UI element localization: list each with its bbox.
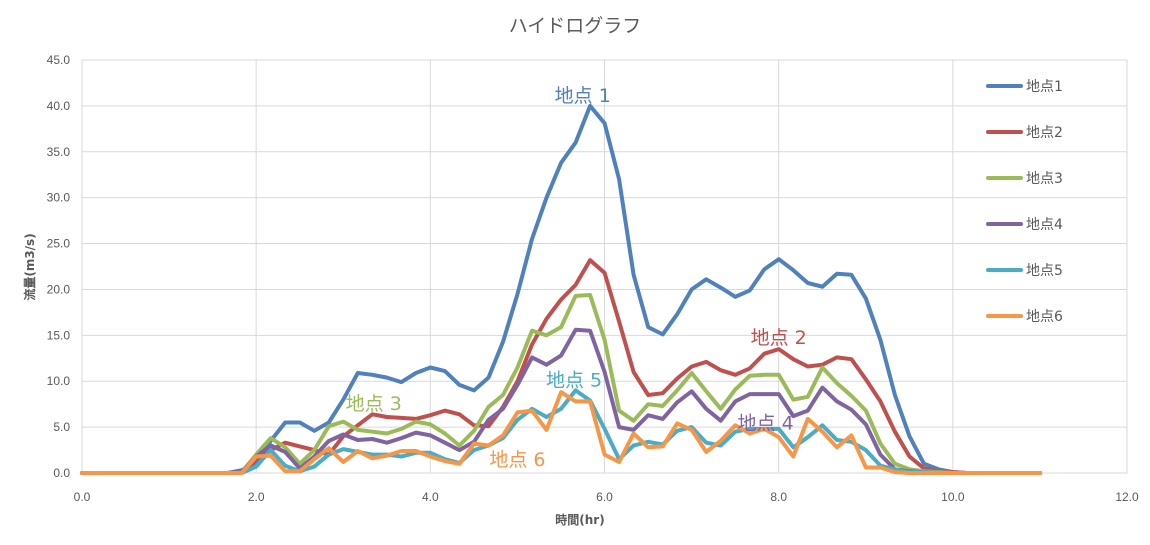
- grid-lines: [81, 59, 1128, 474]
- y-axis-ticks: 0.0 5.0 10.0 15.0 20.0 25.0 30.0 35.0 40.0 45.0: [47, 53, 71, 480]
- legend-label: 地点6: [1026, 309, 1063, 325]
- annotation-label: 地点 1: [555, 85, 611, 107]
- y-axis-label: 流量(m3/s): [22, 233, 37, 300]
- x-tick-label: 8.0: [770, 490, 787, 504]
- annotation-label: 地点 2: [751, 327, 807, 349]
- legend-label: 地点3: [1026, 171, 1063, 187]
- legend-label: 地点4: [1026, 217, 1063, 233]
- y-tick-label: 30.0: [47, 191, 71, 205]
- annotation-label: 地点 6: [489, 449, 545, 471]
- x-tick-label: 12.0: [1115, 490, 1139, 504]
- annotation-label: 地点 3: [346, 393, 402, 415]
- x-tick-label: 4.0: [422, 490, 439, 504]
- y-tick-label: 35.0: [47, 145, 71, 159]
- annotation-label: 地点 5: [546, 369, 602, 391]
- x-axis-label: 時間(hr): [555, 512, 604, 527]
- y-tick-label: 25.0: [47, 237, 71, 251]
- series-annotations: 地点 1 地点 2 地点 3 地点 4 地点 5 地点 6: [346, 85, 807, 471]
- annotation-label: 地点 4: [738, 413, 794, 435]
- series-lines: [80, 103, 1043, 475]
- x-tick-label: 2.0: [248, 490, 265, 504]
- x-axis-ticks: 0.0 2.0 4.0 6.0 8.0 10.0 12.0: [74, 490, 1139, 504]
- series-line-2: [80, 258, 1043, 475]
- y-tick-label: 20.0: [47, 282, 71, 296]
- series-line-6: [80, 390, 1043, 475]
- y-tick-label: 0.0: [53, 466, 70, 480]
- y-tick-label: 5.0: [53, 420, 70, 434]
- legend-label: 地点2: [1026, 125, 1063, 141]
- legend-label: 地点1: [1026, 79, 1063, 95]
- y-tick-label: 45.0: [47, 53, 71, 67]
- x-tick-label: 0.0: [74, 490, 91, 504]
- y-tick-label: 10.0: [47, 374, 71, 388]
- x-tick-label: 10.0: [941, 490, 965, 504]
- legend-label: 地点5: [1026, 263, 1063, 279]
- legend: 地点1 地点2 地点3 地点4 地点5 地点6: [986, 79, 1063, 325]
- y-tick-label: 15.0: [47, 328, 71, 342]
- x-tick-label: 6.0: [596, 490, 613, 504]
- y-tick-label: 40.0: [47, 99, 71, 113]
- chart-title: ハイドログラフ: [509, 15, 642, 37]
